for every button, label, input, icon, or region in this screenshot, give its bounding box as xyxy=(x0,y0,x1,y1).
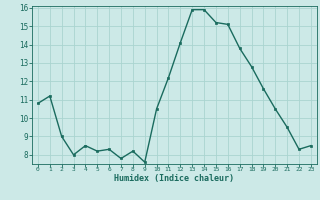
X-axis label: Humidex (Indice chaleur): Humidex (Indice chaleur) xyxy=(115,174,234,183)
